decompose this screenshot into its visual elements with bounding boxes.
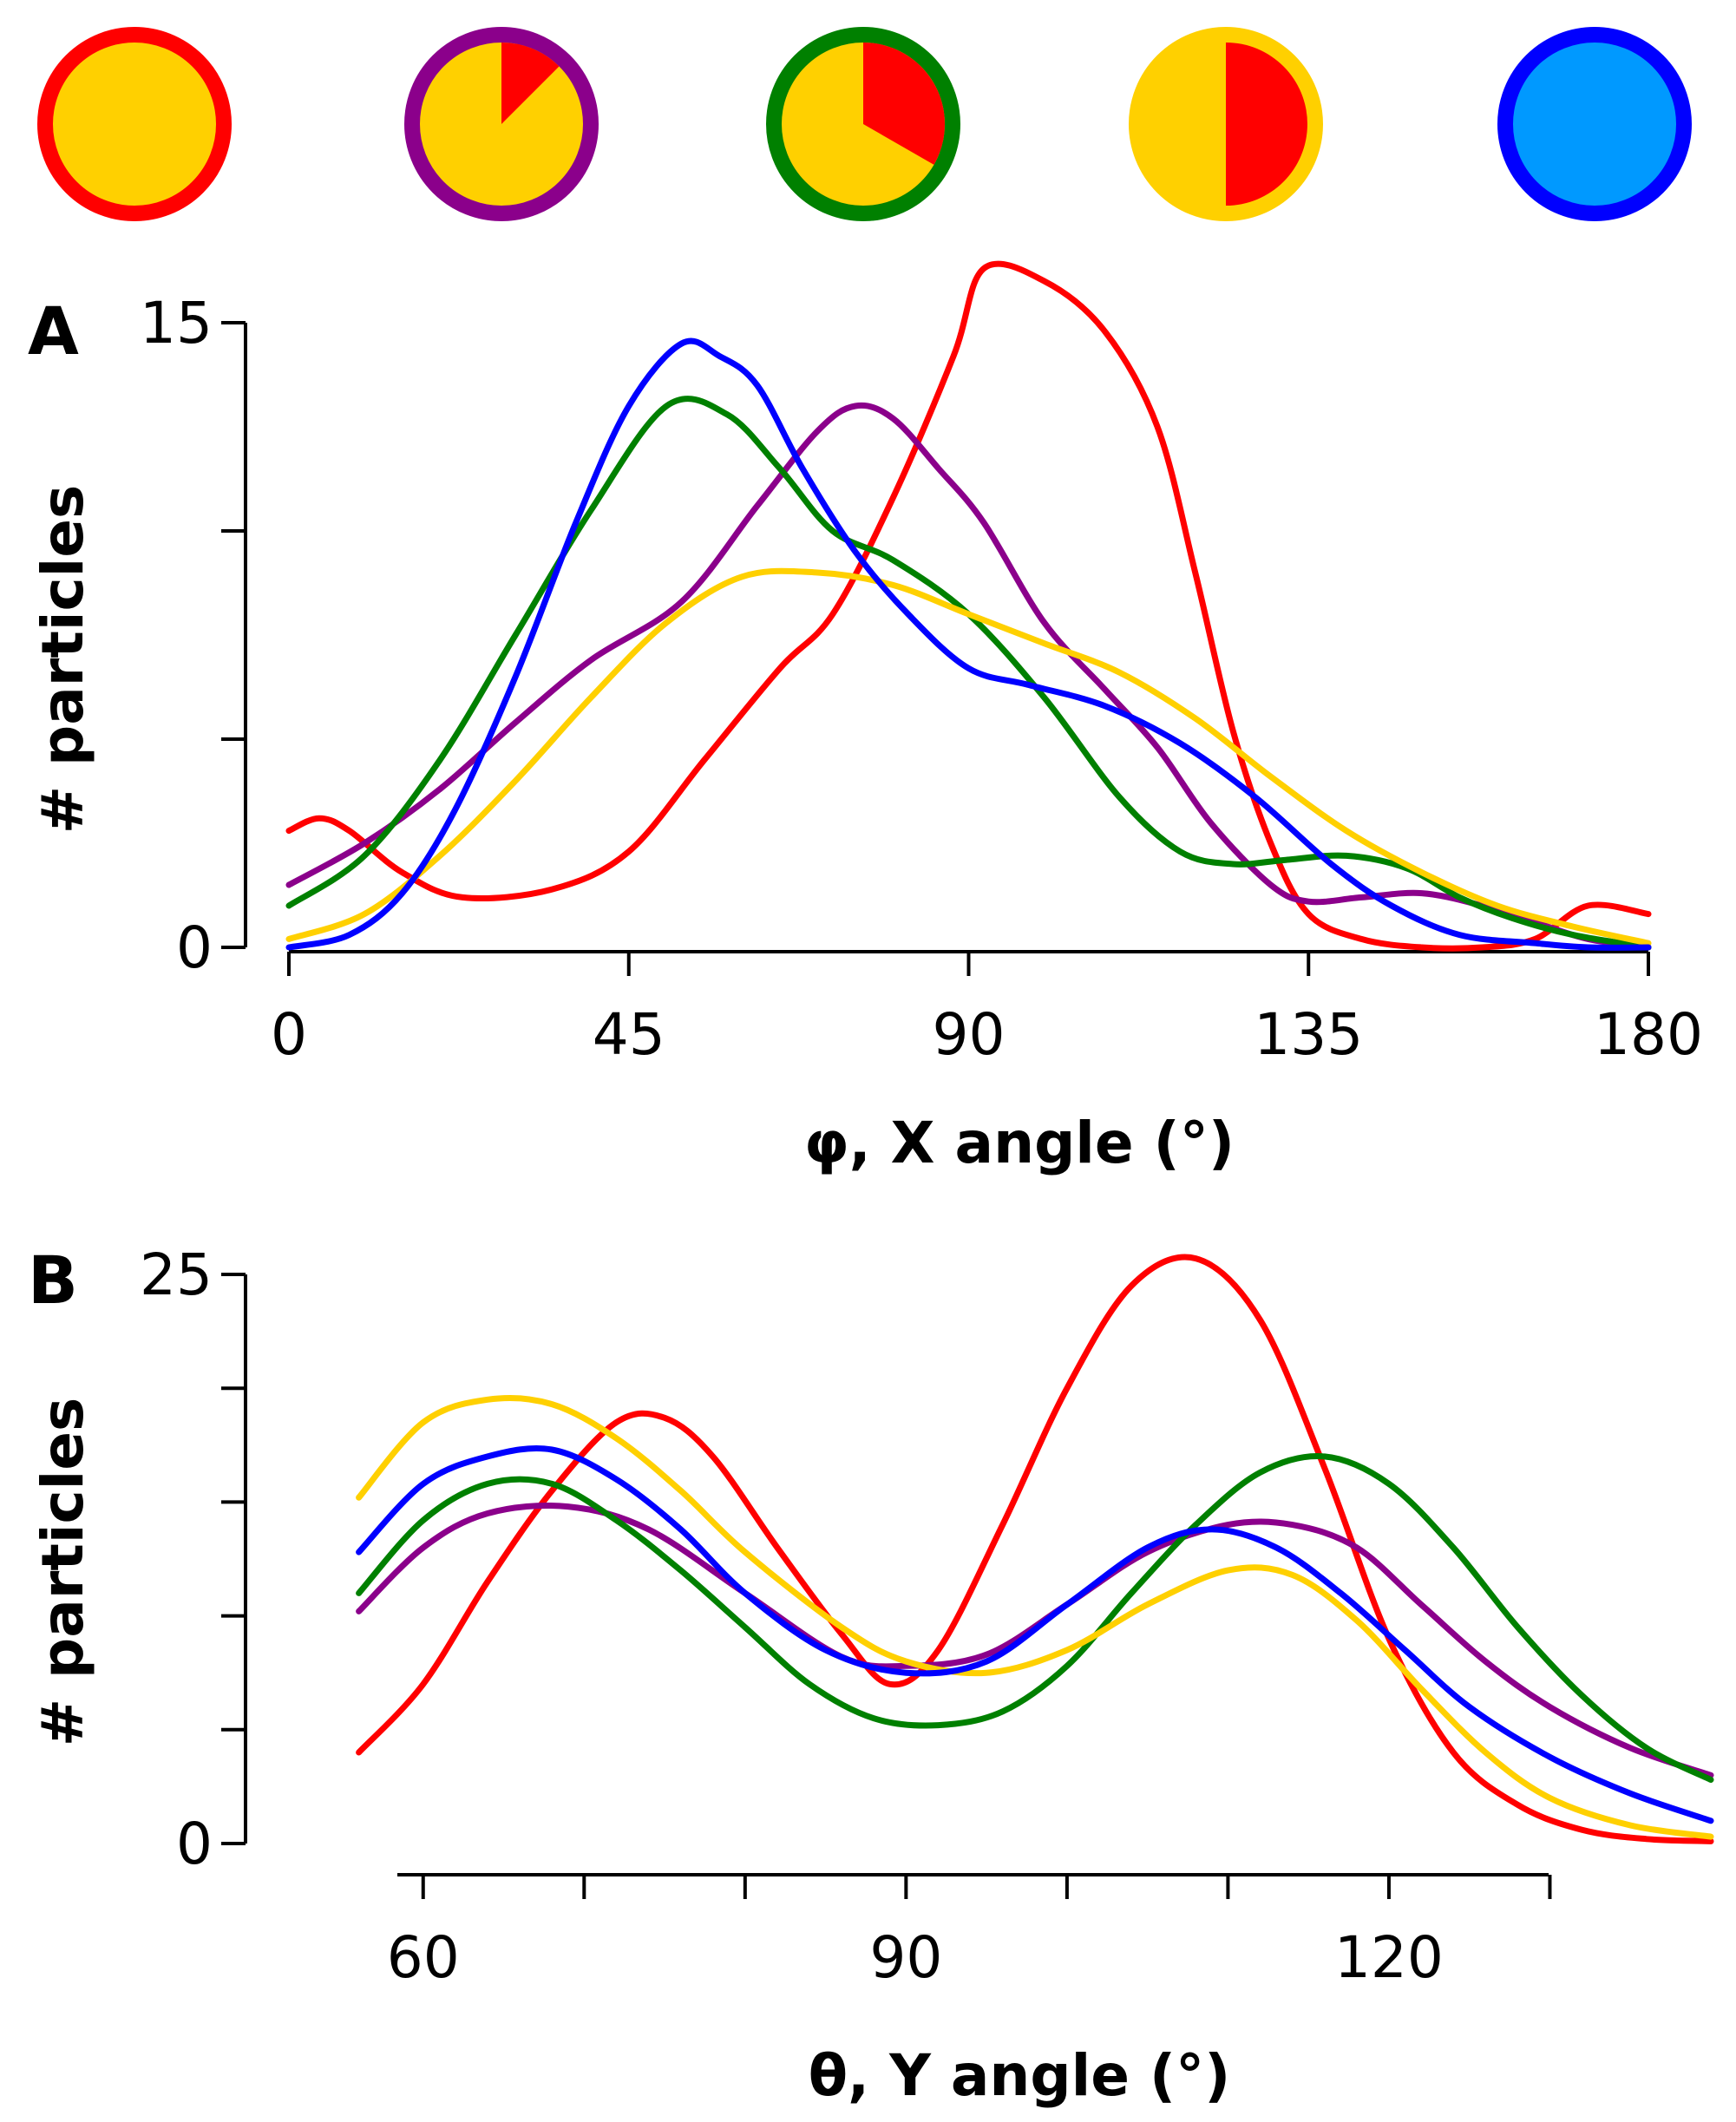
legend-icon-red — [37, 27, 232, 221]
y-tick-label: 25 — [140, 1241, 213, 1308]
panel-b: B 0 25 60 90 120 θ, Y angle (°) # particles — [28, 1241, 1714, 2109]
x-tick-label: 180 — [1594, 1001, 1703, 1068]
legend-icon-red-wedge — [863, 43, 945, 165]
panel-b-series — [356, 1254, 1714, 1844]
x-tick-label: 90 — [933, 1001, 1006, 1068]
legend-icons — [37, 27, 1692, 221]
series-line-red — [356, 1254, 1714, 1844]
series-line-blue — [285, 337, 1652, 951]
panel-a-ylabel: # particles — [29, 485, 96, 835]
panel-a-axes: 0 15 0 45 90 135 180 — [140, 290, 1703, 1068]
x-tick-label: 45 — [593, 1001, 665, 1068]
x-tick-label: 60 — [387, 1924, 460, 1991]
x-tick-label: 135 — [1254, 1001, 1363, 1068]
panel-a-xlabel: φ, X angle (°) — [804, 1110, 1235, 1176]
x-tick-label: 90 — [869, 1924, 942, 1991]
x-tick-label: 120 — [1334, 1924, 1444, 1991]
y-tick-label: 15 — [140, 290, 213, 357]
legend-icon-red-wedge — [501, 43, 560, 124]
panel-b-axes: 0 25 60 90 120 — [140, 1241, 1552, 1991]
series-line-purple — [285, 402, 1652, 951]
legend-icon-purple — [404, 27, 599, 221]
legend-icon-ring — [1497, 27, 1692, 221]
series-line-blue — [356, 1445, 1714, 1824]
y-tick-label: 0 — [176, 914, 213, 981]
panel-b-ylabel: # particles — [29, 1398, 96, 1747]
legend-icon-green — [766, 27, 960, 221]
legend-icon-ring — [37, 27, 232, 221]
series-line-green — [356, 1453, 1714, 1783]
panel-a-letter: A — [28, 292, 79, 370]
legend-icon-yellow — [1129, 27, 1323, 221]
series-line-green — [285, 396, 1652, 951]
legend-icon-red-wedge — [1226, 43, 1307, 206]
legend-icon-blue — [1497, 27, 1692, 221]
x-tick-label: 0 — [271, 1001, 307, 1068]
series-line-yellow — [356, 1394, 1714, 1840]
panel-a-series — [285, 260, 1652, 952]
series-line-yellow — [285, 567, 1652, 946]
panel-a: A 0 15 0 45 90 135 180 φ, X angle (°) # partic… — [28, 260, 1703, 1176]
series-line-red — [285, 260, 1652, 952]
y-tick-label: 0 — [176, 1811, 213, 1877]
panel-b-xlabel: θ, Y angle (°) — [809, 2042, 1231, 2109]
panel-b-letter: B — [28, 1241, 78, 1319]
